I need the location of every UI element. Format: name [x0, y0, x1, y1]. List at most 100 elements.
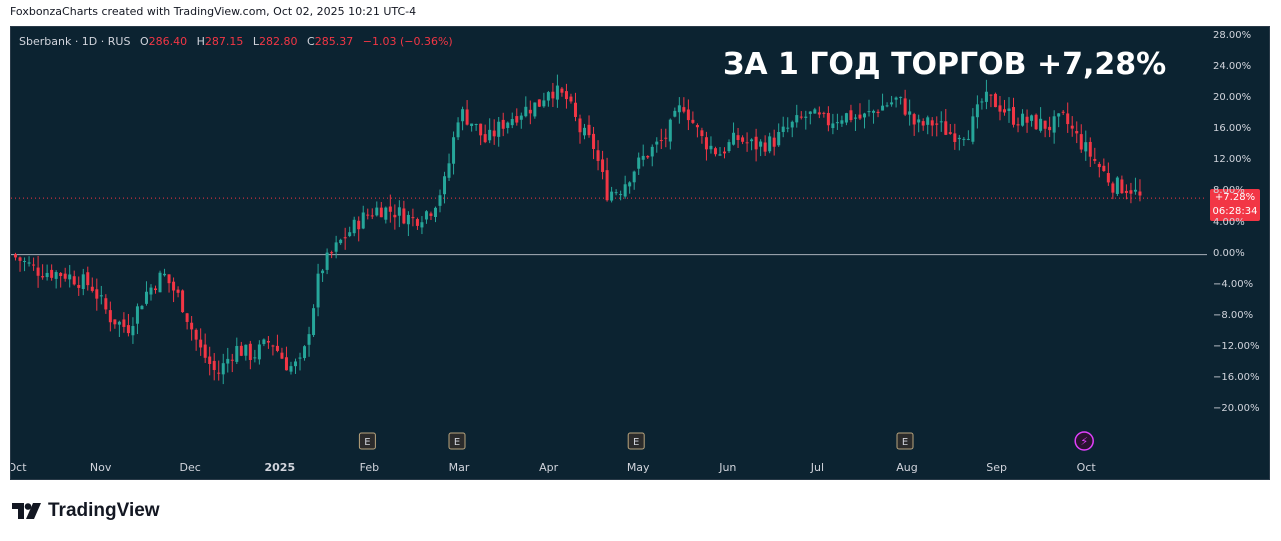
candle-body	[181, 290, 185, 313]
candle-body	[501, 119, 505, 129]
candle-body	[433, 207, 437, 217]
candle-body	[77, 284, 81, 288]
chart-panel[interactable]: Oct Nov Dec 2025 Feb Mar Apr May Jun Jul Aug Sep Oct…	[10, 26, 1270, 480]
candle-body	[998, 105, 1002, 112]
candle-body	[826, 112, 830, 126]
candle-body	[1075, 131, 1079, 134]
candle-body	[1079, 134, 1083, 150]
candle-body	[172, 281, 176, 291]
candle-body	[330, 252, 334, 254]
candle-body	[194, 329, 198, 340]
candle-body	[1021, 113, 1025, 126]
candle-body	[881, 105, 885, 111]
candle-body	[822, 112, 826, 114]
x-tick-label: 2025	[264, 461, 295, 474]
candle-body	[45, 272, 49, 278]
last-value: +7.28%	[1214, 192, 1256, 204]
candle-body	[18, 257, 22, 261]
candle-body	[917, 119, 921, 123]
candle-body	[673, 110, 677, 117]
candle-body	[980, 101, 984, 103]
candle-body	[1138, 191, 1142, 196]
y-tick-label: −4.00%	[1213, 278, 1254, 290]
candle-body	[1012, 107, 1016, 125]
candle-body	[1129, 190, 1133, 194]
candle-body	[27, 262, 31, 264]
candle-body	[235, 346, 239, 362]
candle-body	[686, 109, 690, 121]
candle-body	[709, 145, 713, 150]
candle-body	[443, 176, 447, 195]
candle-body	[370, 215, 374, 217]
candle-body	[361, 212, 365, 229]
candle-body	[519, 115, 523, 120]
candle-body	[122, 319, 126, 327]
candle-body	[135, 306, 139, 324]
candle-body	[95, 289, 99, 299]
candle-body	[72, 276, 76, 285]
candle-body	[853, 117, 857, 119]
candle-body	[185, 313, 189, 322]
candle-body	[1043, 120, 1047, 129]
candle-body	[993, 93, 997, 108]
last-value-label: +7.28% 06:28:34	[1210, 189, 1260, 222]
candle-body	[962, 138, 966, 140]
candle-body	[614, 192, 618, 194]
earnings-event-icon	[448, 432, 466, 450]
candle-body	[393, 214, 397, 218]
y-tick-label: −16.00%	[1213, 372, 1260, 384]
candle-body	[723, 151, 727, 154]
candle-body	[465, 109, 469, 125]
candle-body	[1115, 177, 1119, 194]
candle-body	[411, 217, 415, 219]
candle-body	[307, 334, 311, 345]
y-tick-label: −8.00%	[1213, 309, 1254, 321]
candle-body	[149, 287, 153, 295]
candle-body	[1007, 108, 1011, 111]
candle-body	[862, 113, 866, 118]
candle-body	[289, 366, 293, 372]
candle-body	[894, 97, 898, 100]
candle-body	[966, 138, 970, 140]
candle-body	[343, 237, 347, 239]
x-tick-label: May	[627, 461, 650, 474]
candle-body	[596, 150, 600, 161]
candle-body	[578, 118, 582, 133]
candle-body	[131, 326, 135, 336]
candle-body	[872, 110, 876, 113]
symbol-name[interactable]: Sberbank · 1D · RUS	[19, 35, 131, 48]
candle-body	[560, 88, 564, 93]
candle-body	[366, 214, 370, 216]
y-tick-label: −20.00%	[1213, 403, 1260, 415]
candle-body	[424, 211, 428, 220]
price-chart[interactable]: Oct Nov Dec 2025 Feb Mar Apr May Jun Jul Aug Sep Oct…	[11, 27, 1207, 481]
candle-body	[208, 356, 212, 364]
candle-body	[1084, 142, 1088, 152]
candle-body	[745, 142, 749, 144]
candle-body	[303, 346, 307, 359]
candle-body	[1057, 113, 1061, 117]
candle-body	[655, 141, 659, 145]
low-label: L	[252, 35, 260, 48]
candle-body	[754, 136, 758, 150]
y-tick-label: 0.00%	[1213, 247, 1245, 259]
candle-body	[375, 207, 379, 216]
candle-body	[483, 134, 487, 143]
candle-body	[564, 91, 568, 100]
candle-body	[248, 343, 252, 361]
tradingview-logo[interactable]: TradingView	[12, 500, 160, 522]
candle-body	[140, 305, 144, 310]
candle-body	[1133, 189, 1137, 192]
candle-body	[429, 213, 433, 216]
candle-body	[339, 239, 343, 244]
candle-body	[1111, 183, 1115, 193]
candle-body	[975, 104, 979, 118]
candle-body	[81, 274, 85, 289]
candle-body	[858, 114, 862, 119]
open-label: O	[139, 35, 149, 48]
candle-body	[718, 154, 722, 156]
candle-body	[36, 267, 40, 276]
candle-body	[271, 345, 275, 347]
candle-body	[528, 109, 532, 114]
candle-body	[984, 91, 988, 102]
